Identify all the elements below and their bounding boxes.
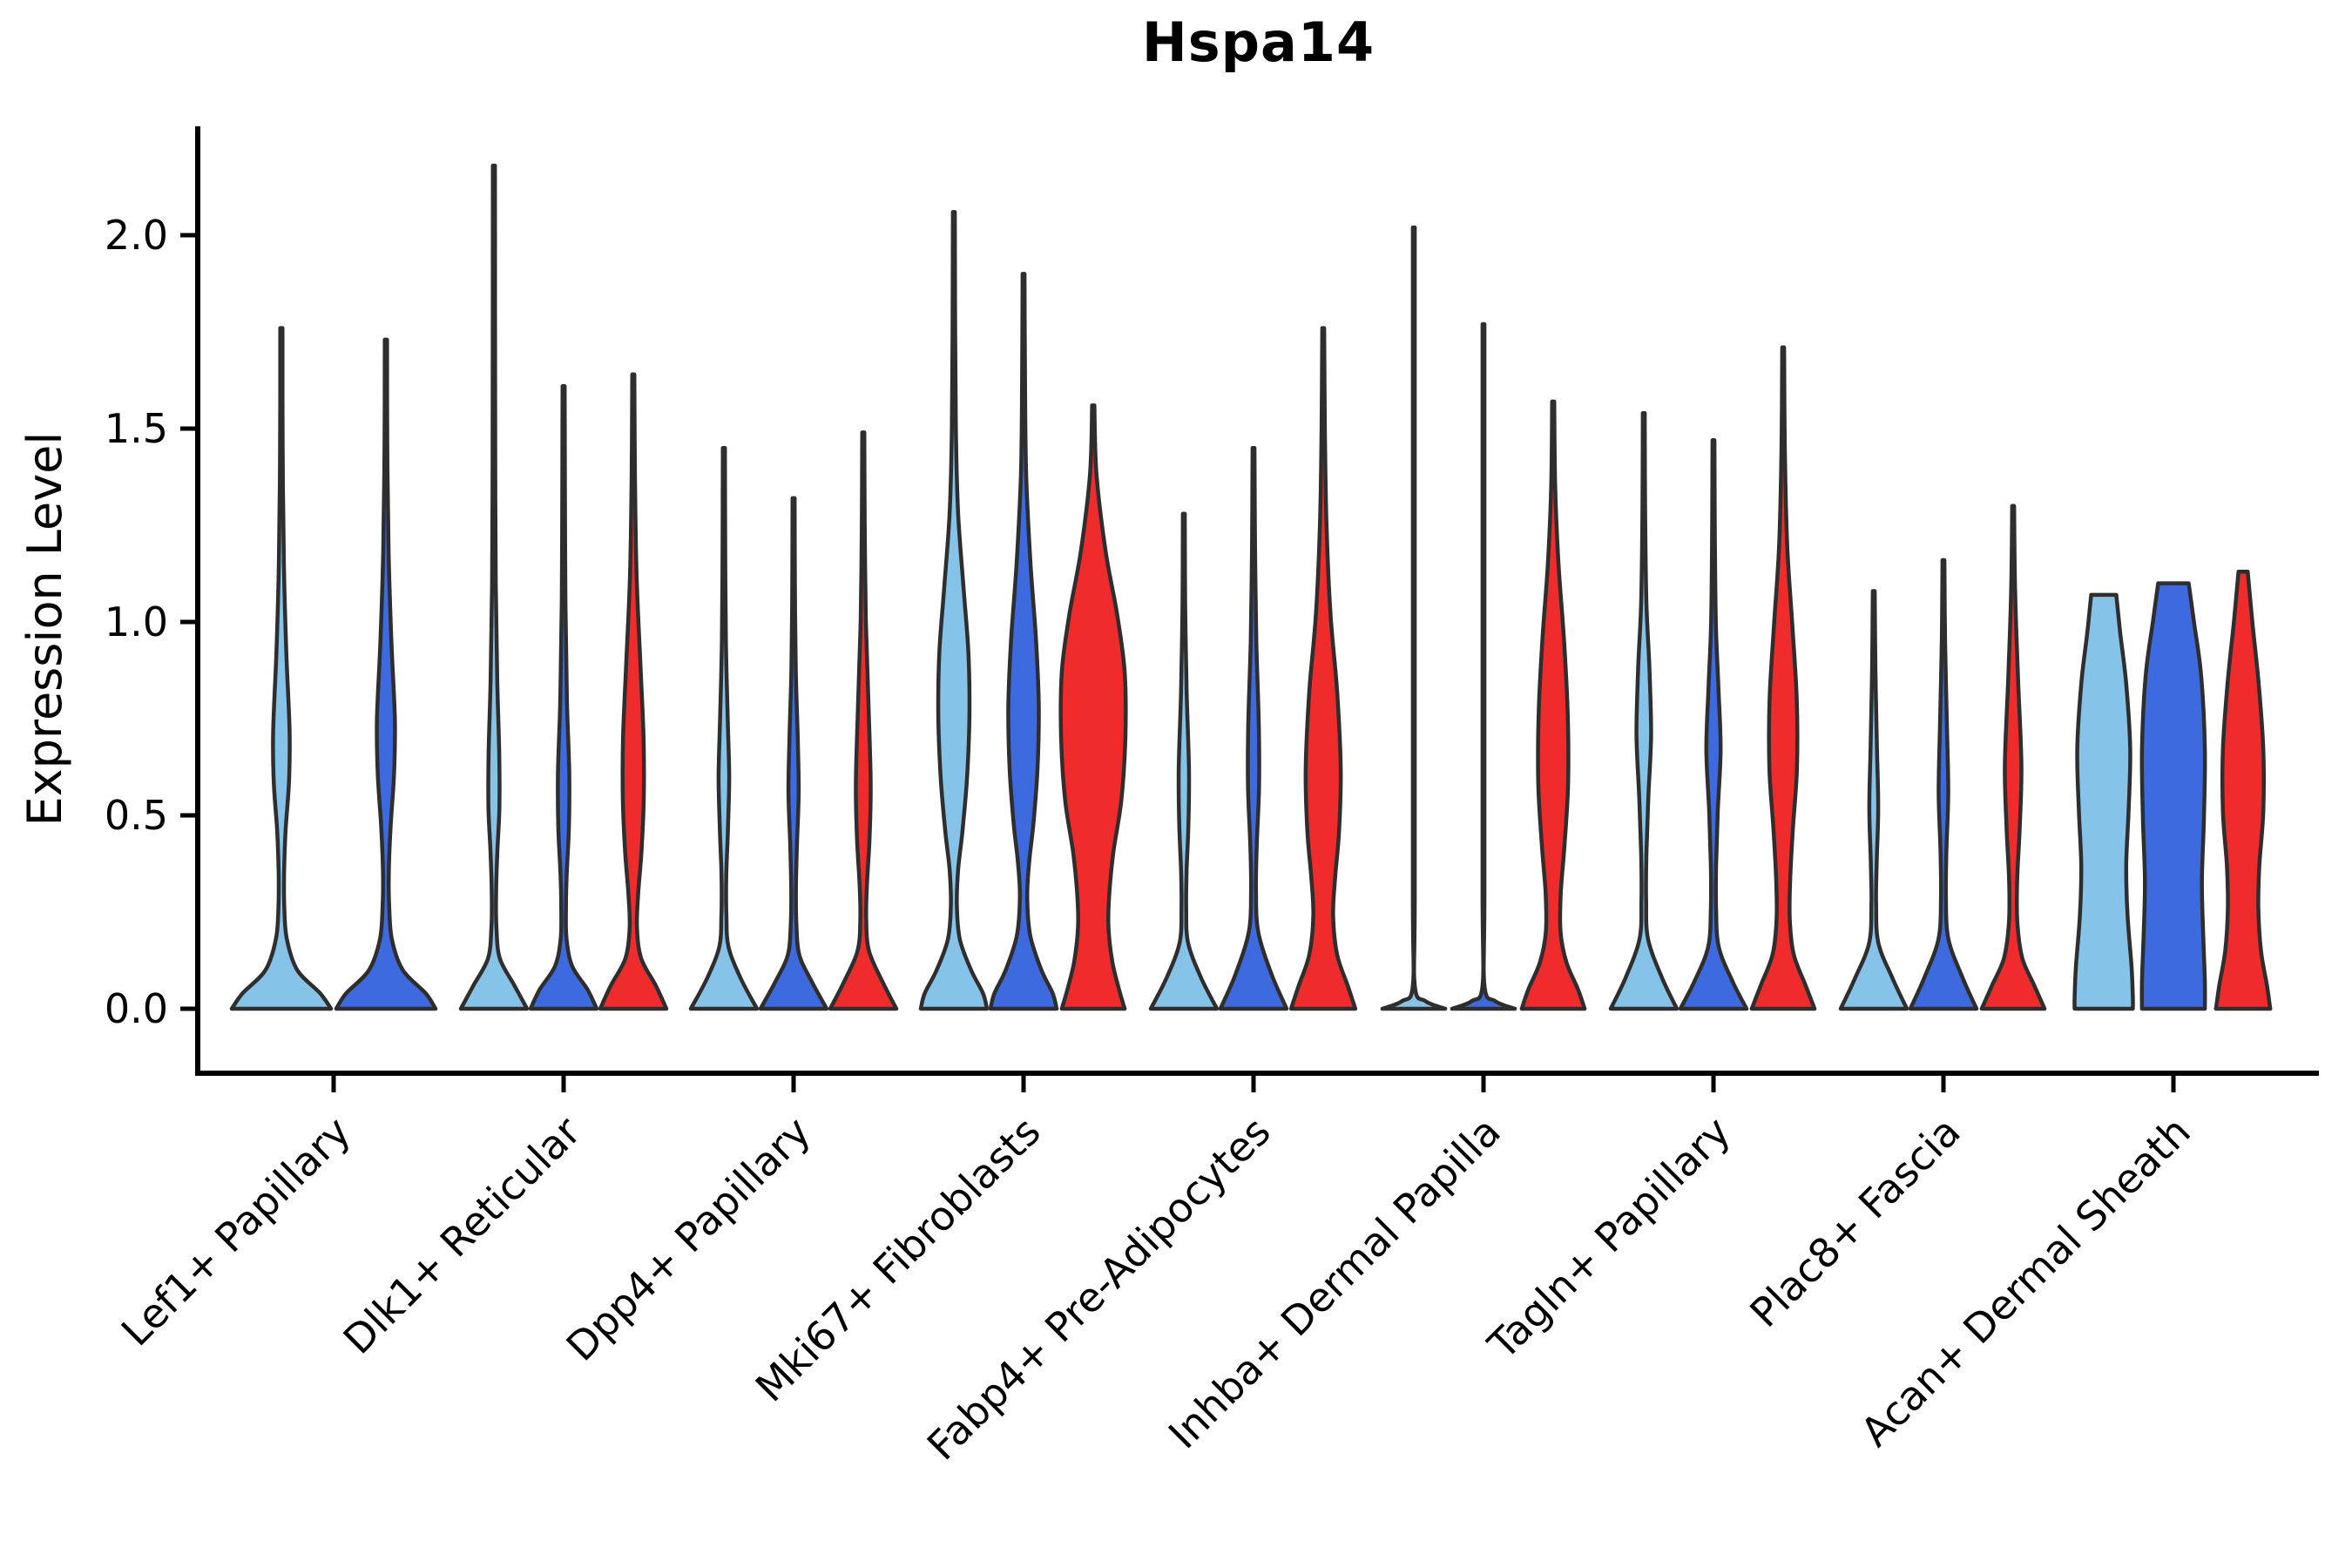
- violin-fabp4-pre-adipocytes-red: [1288, 326, 1358, 1011]
- chart-title: Hspa14: [1141, 10, 1375, 74]
- y-tick-label: 1.0: [105, 598, 168, 645]
- violin-lef1-papillary-royal-blue: [334, 337, 438, 1011]
- violin-plac8-fascia-light-blue: [1838, 589, 1909, 1011]
- violin-dlk1-reticular-red: [598, 372, 669, 1011]
- violin-dpp4-papillary-light-blue: [688, 445, 760, 1011]
- y-tick-label: 0.0: [105, 985, 168, 1032]
- x-tick-label: Tagln+ Papillary: [1478, 1108, 1740, 1369]
- y-tick-label: 0.5: [105, 792, 168, 839]
- violin-inhba-dermal-papilla-royal-blue: [1450, 321, 1517, 1011]
- violin-acan-dermal-sheath-royal-blue: [2139, 581, 2207, 1011]
- violin-inhba-dermal-papilla-light-blue: [1380, 225, 1448, 1011]
- y-tick-label: 1.5: [105, 405, 168, 452]
- violin-mki67-fibroblasts-light-blue: [918, 210, 990, 1011]
- violin-acan-dermal-sheath-red: [2213, 570, 2273, 1011]
- violin-dpp4-papillary-red: [828, 430, 899, 1011]
- x-tick-label: Dpp4+ Papillary: [558, 1108, 820, 1370]
- violin-tagln-papillary-red: [1749, 345, 1817, 1011]
- violin-mki67-fibroblasts-royal-blue: [988, 272, 1059, 1011]
- y-axis-title: Expression Level: [17, 431, 72, 827]
- x-tick-label: Plac8+ Fascia: [1740, 1108, 1969, 1336]
- x-tick-label: Dlk1+ Reticular: [335, 1108, 590, 1363]
- violin-tagln-papillary-light-blue: [1608, 410, 1680, 1011]
- violin-dpp4-papillary-royal-blue: [758, 496, 829, 1011]
- violin-acan-dermal-sheath-light-blue: [2072, 592, 2135, 1011]
- violin-fabp4-pre-adipocytes-royal-blue: [1218, 445, 1289, 1011]
- violin-tagln-papillary-royal-blue: [1678, 438, 1749, 1011]
- violin-mki67-fibroblasts-red: [1058, 403, 1128, 1011]
- x-tick-label: Lef1+ Papillary: [112, 1108, 360, 1355]
- violin-plac8-fascia-royal-blue: [1908, 558, 1979, 1011]
- y-tick-label: 2.0: [105, 212, 168, 259]
- violin-dlk1-reticular-light-blue: [458, 163, 530, 1011]
- violin-plac8-fascia-red: [1979, 504, 2047, 1011]
- violin-fabp4-pre-adipocytes-light-blue: [1148, 511, 1220, 1011]
- violin-dlk1-reticular-royal-blue: [528, 383, 599, 1011]
- violin-lef1-papillary-light-blue: [229, 326, 334, 1011]
- violin-inhba-dermal-papilla-red: [1519, 399, 1587, 1011]
